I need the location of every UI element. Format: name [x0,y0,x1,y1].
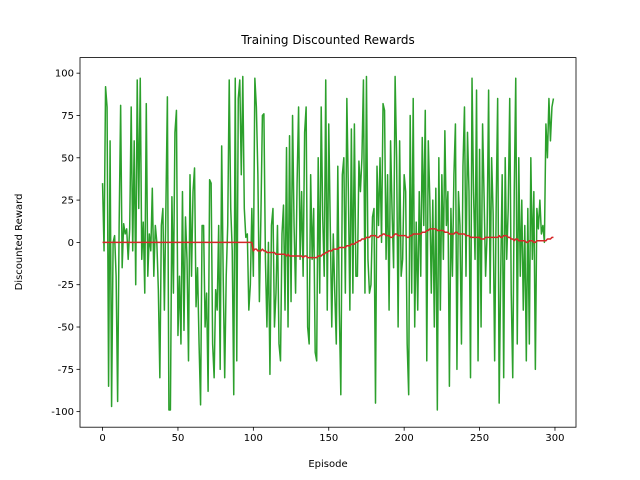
series-line [102,228,554,259]
x-tick-label: 200 [395,433,414,444]
y-tick-label: -50 [58,323,74,334]
y-tick-label: 75 [61,111,74,122]
plot-frame [79,57,577,428]
y-tick-label: -75 [58,365,74,376]
x-axis-label: Episode [308,459,347,470]
x-tick-label: 250 [470,433,489,444]
x-tick-label: 0 [99,433,105,444]
series-line [101,75,555,411]
y-tick-label: 50 [61,153,74,164]
y-tick-label: -100 [51,407,74,418]
y-tick-label: 100 [55,69,74,80]
y-tick-label: 0 [68,238,74,249]
y-tick-label: -25 [58,280,74,291]
x-tick-label: 150 [319,433,338,444]
x-tick-label: 300 [545,433,564,444]
y-tick-label: 25 [61,196,74,207]
chart-title: Training Discounted Rewards [240,33,415,47]
y-axis-label: Discounted Reward [14,194,25,291]
x-tick-label: 50 [172,433,185,444]
x-tick-label: 100 [244,433,263,444]
